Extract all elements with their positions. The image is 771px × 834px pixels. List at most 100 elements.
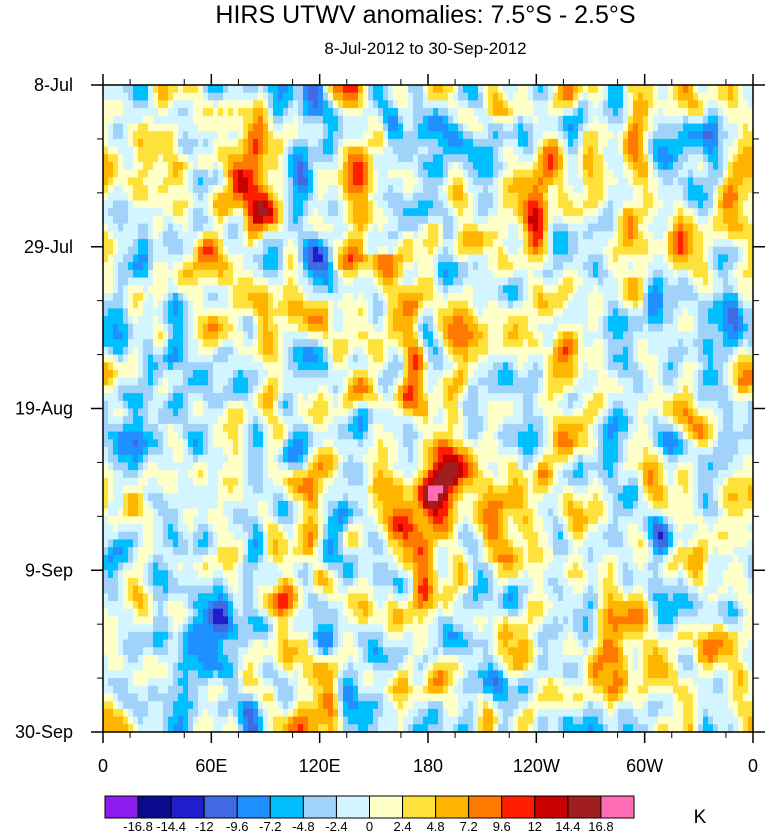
field-cell (163, 123, 169, 132)
field-cell (393, 200, 399, 209)
field-cell (113, 292, 119, 302)
field-cell (318, 369, 324, 379)
field-cell (183, 292, 189, 302)
field-cell (148, 146, 154, 155)
field-cell (483, 223, 489, 232)
field-cell (733, 254, 739, 263)
field-cell (253, 123, 259, 132)
field-cell (558, 100, 564, 109)
field-cell (748, 316, 754, 325)
field-cell (593, 231, 599, 240)
field-cell (443, 177, 449, 186)
field-cell (518, 192, 524, 202)
field-cell (103, 231, 109, 240)
field-cell (178, 339, 184, 348)
field-cell (593, 85, 599, 94)
field-cell (608, 92, 614, 101)
field-cell (718, 146, 724, 155)
field-cell (568, 285, 574, 294)
field-cell (473, 169, 479, 179)
field-cell (613, 308, 619, 317)
field-cell (748, 346, 754, 356)
field-cell (643, 123, 649, 132)
field-cell (393, 169, 399, 179)
field-cell (103, 131, 109, 140)
field-cell (533, 262, 539, 271)
field-cell (648, 100, 654, 109)
field-cell (298, 92, 304, 101)
field-cell (243, 300, 249, 309)
field-cell (253, 85, 259, 94)
field-cell (103, 354, 109, 363)
field-cell (348, 254, 354, 263)
field-cell (508, 185, 514, 194)
field-cell (108, 192, 114, 202)
field-cell (193, 277, 199, 286)
field-cell (633, 100, 639, 109)
field-cell (258, 292, 264, 302)
field-cell (638, 316, 644, 325)
field-cell (403, 154, 409, 163)
field-cell (603, 146, 609, 155)
field-cell (483, 262, 489, 271)
field-cell (383, 154, 389, 163)
field-cell (218, 192, 224, 202)
field-cell (508, 169, 514, 179)
field-cell (498, 269, 504, 279)
field-cell (193, 346, 199, 356)
field-cell (473, 192, 479, 202)
field-cell (693, 254, 699, 263)
field-cell (233, 115, 239, 125)
field-cell (503, 292, 509, 302)
field-cell (438, 246, 444, 256)
field-cell (333, 231, 339, 240)
field-cell (173, 308, 179, 317)
field-cell (203, 331, 209, 340)
field-cell (448, 85, 454, 94)
field-cell (618, 208, 624, 217)
field-cell (133, 169, 139, 179)
field-cell (588, 100, 594, 109)
field-cell (428, 100, 434, 109)
field-cell (253, 231, 259, 240)
field-cell (278, 377, 284, 386)
field-cell (728, 115, 734, 125)
field-cell (333, 177, 339, 186)
field-cell (578, 192, 584, 202)
field-cell (208, 262, 214, 271)
field-cell (323, 292, 329, 302)
field-cell (593, 323, 599, 333)
field-cell (633, 185, 639, 194)
field-cell (388, 369, 394, 379)
field-cell (428, 200, 434, 209)
field-cell (178, 123, 184, 132)
field-cell (123, 316, 129, 325)
field-cell (663, 254, 669, 263)
field-cell (358, 339, 364, 348)
field-cell (173, 369, 179, 379)
field-cell (733, 354, 739, 363)
field-cell (438, 92, 444, 101)
field-cell (708, 308, 714, 317)
field-cell (378, 200, 384, 209)
field-cell (448, 308, 454, 317)
field-cell (368, 346, 374, 356)
field-cell (193, 154, 199, 163)
field-cell (583, 339, 589, 348)
field-cell (708, 300, 714, 309)
field-cell (708, 154, 714, 163)
field-cell (428, 331, 434, 340)
field-cell (488, 323, 494, 333)
field-cell (103, 346, 109, 356)
field-cell (588, 215, 594, 225)
field-cell (493, 177, 499, 186)
field-cell (238, 131, 244, 140)
field-cell (318, 339, 324, 348)
field-cell (658, 285, 664, 294)
field-cell (538, 269, 544, 279)
field-cell (653, 108, 659, 117)
field-cell (448, 269, 454, 279)
field-cell (428, 239, 434, 248)
field-cell (243, 285, 249, 294)
field-cell (283, 92, 289, 101)
